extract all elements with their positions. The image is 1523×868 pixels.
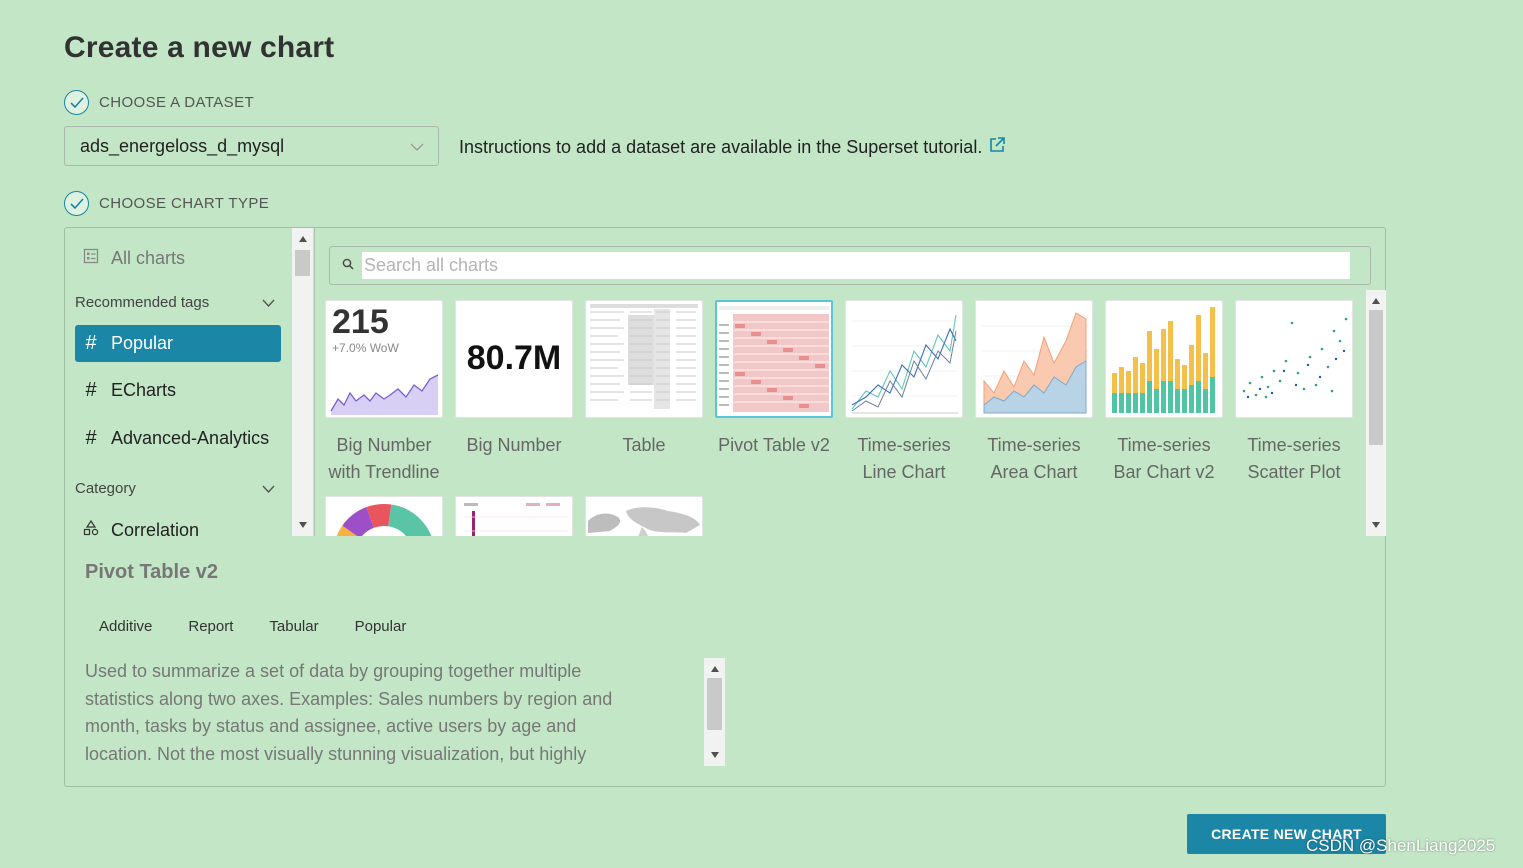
step-choose-dataset: CHOOSE A DATASET — [64, 90, 254, 115]
page-title: Create a new chart — [64, 31, 335, 64]
chart-card-big-number-trendline[interactable]: 215 +7.0% WoW Big Number with Trendline — [325, 300, 443, 486]
chart-card-world-map[interactable] — [585, 496, 703, 536]
chart-card-label: Big Number — [466, 435, 562, 455]
tag-badge: Report — [188, 618, 234, 635]
sidebar-item-label: Advanced-Analytics — [111, 428, 270, 448]
chart-detail-tags: Additive Report Tabular Popular — [85, 615, 420, 638]
hash-icon: # — [85, 332, 97, 354]
panel-divider — [314, 228, 315, 536]
dataset-select-value: ads_energeloss_d_mysql — [80, 135, 285, 156]
dataset-hint-text: Instructions to add a dataset are availa… — [459, 137, 983, 157]
step-choose-chart-type: CHOOSE CHART TYPE — [64, 191, 269, 216]
chart-thumbnail — [975, 300, 1093, 418]
sidebar-item-label: All charts — [111, 248, 186, 268]
description-scrollbar[interactable] — [704, 658, 725, 766]
shapes-icon — [83, 519, 99, 536]
chart-description: Used to summarize a set of data by group… — [85, 661, 613, 764]
scroll-down-icon[interactable] — [298, 522, 307, 528]
chart-thumbnail: 215 +7.0% WoW — [325, 300, 443, 418]
chart-thumbnail — [325, 496, 443, 536]
chart-card-timeseries-line[interactable]: Time-series Line Chart — [845, 300, 963, 486]
chart-card-label: Pivot Table v2 — [718, 435, 830, 455]
sidebar-scrollbar[interactable] — [292, 228, 313, 536]
sidebar-item-label: Correlation — [111, 520, 200, 536]
section-label: Recommended tags — [75, 294, 210, 311]
section-label: Category — [75, 480, 136, 497]
thumb-value: 80.7M — [466, 339, 562, 377]
chart-thumbnail — [585, 496, 703, 536]
scroll-up-icon[interactable] — [298, 236, 307, 242]
scrollbar-thumb[interactable] — [295, 250, 310, 276]
check-circle-icon — [64, 90, 89, 115]
chart-card-label: Time-series Bar Chart v2 — [1113, 435, 1215, 482]
scroll-up-icon[interactable] — [710, 666, 719, 672]
chart-card-bar[interactable] — [455, 496, 573, 536]
step-label: CHOOSE A DATASET — [99, 94, 255, 111]
chart-card-timeseries-area[interactable]: Time-series Area Chart — [975, 300, 1093, 486]
category-header[interactable]: Category — [75, 480, 275, 497]
scroll-up-icon[interactable] — [1372, 298, 1380, 304]
chart-card-timeseries-scatter[interactable]: Time-series Scatter Plot — [1235, 300, 1353, 486]
watermark: CSDN @ShenLiang2025 — [1306, 836, 1496, 855]
chart-card-label: Big Number with Trendline — [328, 435, 440, 482]
create-new-chart-button[interactable]: CREATE NEW CHART — [1187, 814, 1386, 854]
chart-type-panel: All charts Recommended tags # Popular # … — [64, 227, 1386, 787]
chart-thumbnail — [1105, 300, 1223, 418]
chart-thumbnail — [455, 496, 573, 536]
chart-thumbnail — [715, 300, 833, 418]
chart-grid: 215 +7.0% WoW Big Number with Trendline 8… — [325, 290, 1365, 536]
check-circle-icon — [64, 191, 89, 216]
chevron-down-icon — [262, 294, 275, 311]
search-icon — [342, 257, 354, 275]
sidebar-item-advanced-analytics[interactable]: # Advanced-Analytics — [75, 420, 281, 457]
chart-card-label: Table — [622, 435, 666, 455]
thumb-value: 215 — [332, 303, 389, 341]
chart-thumbnail: 80.7M — [455, 300, 573, 418]
chevron-down-icon — [262, 480, 275, 497]
scrollbar-thumb[interactable] — [707, 678, 722, 730]
chart-thumbnail — [1235, 300, 1353, 418]
chart-card-pivot-table-v2[interactable]: Pivot Table v2 — [715, 300, 833, 459]
chart-grid-scrollbar[interactable] — [1366, 290, 1386, 536]
sidebar-item-label: Popular — [111, 333, 174, 353]
chevron-down-icon — [410, 136, 424, 157]
sidebar-item-correlation[interactable]: Correlation — [75, 512, 281, 536]
chart-search[interactable] — [329, 246, 1371, 285]
list-icon — [83, 248, 99, 269]
chart-card-label: Time-series Scatter Plot — [1247, 435, 1341, 482]
step-label: CHOOSE CHART TYPE — [99, 195, 270, 212]
scroll-down-icon[interactable] — [1372, 522, 1380, 528]
chart-card-pie[interactable] — [325, 496, 443, 536]
hash-icon: # — [85, 427, 97, 449]
chart-thumbnail — [585, 300, 703, 418]
dataset-select[interactable]: ads_energeloss_d_mysql — [64, 126, 439, 166]
chart-detail-title: Pivot Table v2 — [85, 561, 219, 583]
scroll-down-icon[interactable] — [710, 752, 719, 758]
sidebar-item-popular[interactable]: # Popular — [75, 325, 281, 362]
chart-card-big-number[interactable]: 80.7M Big Number — [455, 300, 573, 459]
chart-thumbnail — [845, 300, 963, 418]
recommended-tags-header[interactable]: Recommended tags — [75, 294, 275, 311]
search-input[interactable] — [362, 252, 1350, 279]
sidebar-item-echarts[interactable]: # ECharts — [75, 372, 281, 409]
chart-card-label: Time-series Area Chart — [987, 435, 1081, 482]
sidebar-item-all-charts[interactable]: All charts — [75, 240, 281, 277]
dataset-hint: Instructions to add a dataset are availa… — [459, 136, 1006, 159]
chart-card-table[interactable]: Table — [585, 300, 703, 459]
external-link-icon[interactable] — [988, 136, 1006, 159]
chart-card-label: Time-series Line Chart — [857, 435, 951, 482]
chart-card-timeseries-bar-v2[interactable]: Time-series Bar Chart v2 — [1105, 300, 1223, 486]
tag-badge: Additive — [99, 618, 153, 635]
scrollbar-thumb[interactable] — [1369, 310, 1383, 445]
chart-sidebar: All charts Recommended tags # Popular # … — [65, 228, 313, 536]
thumb-subtitle: +7.0% WoW — [332, 341, 399, 355]
tag-badge: Tabular — [269, 618, 319, 635]
tag-badge: Popular — [354, 618, 407, 635]
sidebar-item-label: ECharts — [111, 380, 177, 400]
hash-icon: # — [85, 379, 97, 401]
